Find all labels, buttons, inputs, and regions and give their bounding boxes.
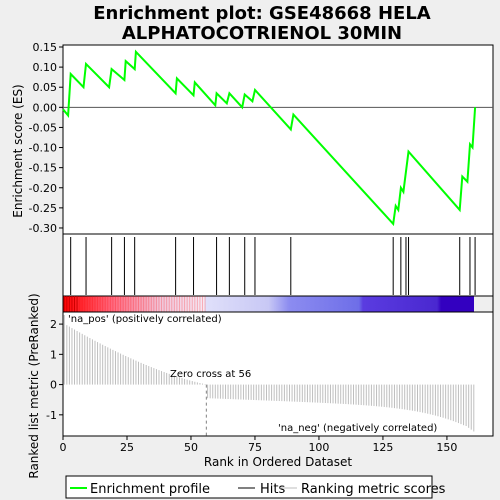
x-tick-label: 75 bbox=[248, 441, 262, 454]
hits-panel bbox=[62, 233, 494, 297]
pos-label: 'na_pos' (positively correlated) bbox=[68, 314, 222, 325]
x-tick-label: 125 bbox=[372, 441, 393, 454]
ranking-metric-bars bbox=[63, 315, 475, 432]
es-y-tick-label: -0.15 bbox=[29, 162, 57, 175]
es-y-tick-label: 0.15 bbox=[33, 41, 58, 54]
metric-y-tick-label: 1 bbox=[50, 348, 57, 361]
es-y-tick-label: 0.05 bbox=[33, 81, 58, 94]
legend-metric-label: Ranking metric scores bbox=[301, 482, 446, 497]
metric-y-tick-label: -1 bbox=[46, 409, 57, 422]
enrichment-profile-line bbox=[62, 49, 477, 227]
metric-panel bbox=[62, 311, 494, 437]
chart-title-line1: Enrichment plot: GSE48668 HELA bbox=[93, 3, 431, 24]
rank-colorbar-ticks bbox=[63, 296, 206, 312]
x-tick-label: 100 bbox=[308, 441, 329, 454]
x-tick-label: 50 bbox=[184, 441, 198, 454]
es-panel bbox=[62, 44, 494, 235]
es-y-tick-label: -0.25 bbox=[29, 202, 57, 215]
metric-y-tick-label: 0 bbox=[50, 379, 57, 392]
zero-cross-label: Zero cross at 56 bbox=[170, 369, 251, 380]
es-y-tick-label: -0.30 bbox=[29, 222, 57, 235]
legend-hits-label: Hits bbox=[260, 482, 285, 497]
es-y-tick-label: 0.00 bbox=[33, 101, 58, 114]
legend-profile-label: Enrichment profile bbox=[90, 482, 210, 497]
es-y-tick-label: -0.05 bbox=[29, 121, 57, 134]
x-tick-label: 25 bbox=[120, 441, 134, 454]
es-y-tick-label: 0.10 bbox=[33, 61, 58, 74]
x-tick-label: 0 bbox=[60, 441, 67, 454]
es-y-axis: 0.15 0.10 0.05 0.00 -0.05 -0.10 -0.15 -0.20 -0.2… bbox=[29, 41, 63, 235]
es-y-tick-label: -0.10 bbox=[29, 142, 57, 155]
metric-y-axis-label: Ranked list metric (PreRanked) bbox=[27, 293, 41, 478]
metric-y-tick-label: 2 bbox=[50, 318, 57, 331]
x-tick-label: 150 bbox=[436, 441, 457, 454]
x-axis: 0 25 50 75 100 125 150 bbox=[60, 436, 457, 454]
metric-y-axis: 2 1 0 -1 bbox=[46, 318, 63, 422]
es-y-axis-label: Enrichment score (ES) bbox=[11, 84, 25, 217]
hits-marks bbox=[70, 237, 476, 295]
legend-box bbox=[65, 475, 433, 499]
chart-title-line2: ALPHATOCOTRIENOL 30MIN bbox=[122, 23, 402, 44]
x-axis-label: Rank in Ordered Dataset bbox=[204, 455, 352, 469]
es-y-tick-label: -0.20 bbox=[29, 182, 57, 195]
neg-label: 'na_neg' (negatively correlated) bbox=[278, 423, 437, 434]
rank-colorbar bbox=[63, 296, 474, 312]
